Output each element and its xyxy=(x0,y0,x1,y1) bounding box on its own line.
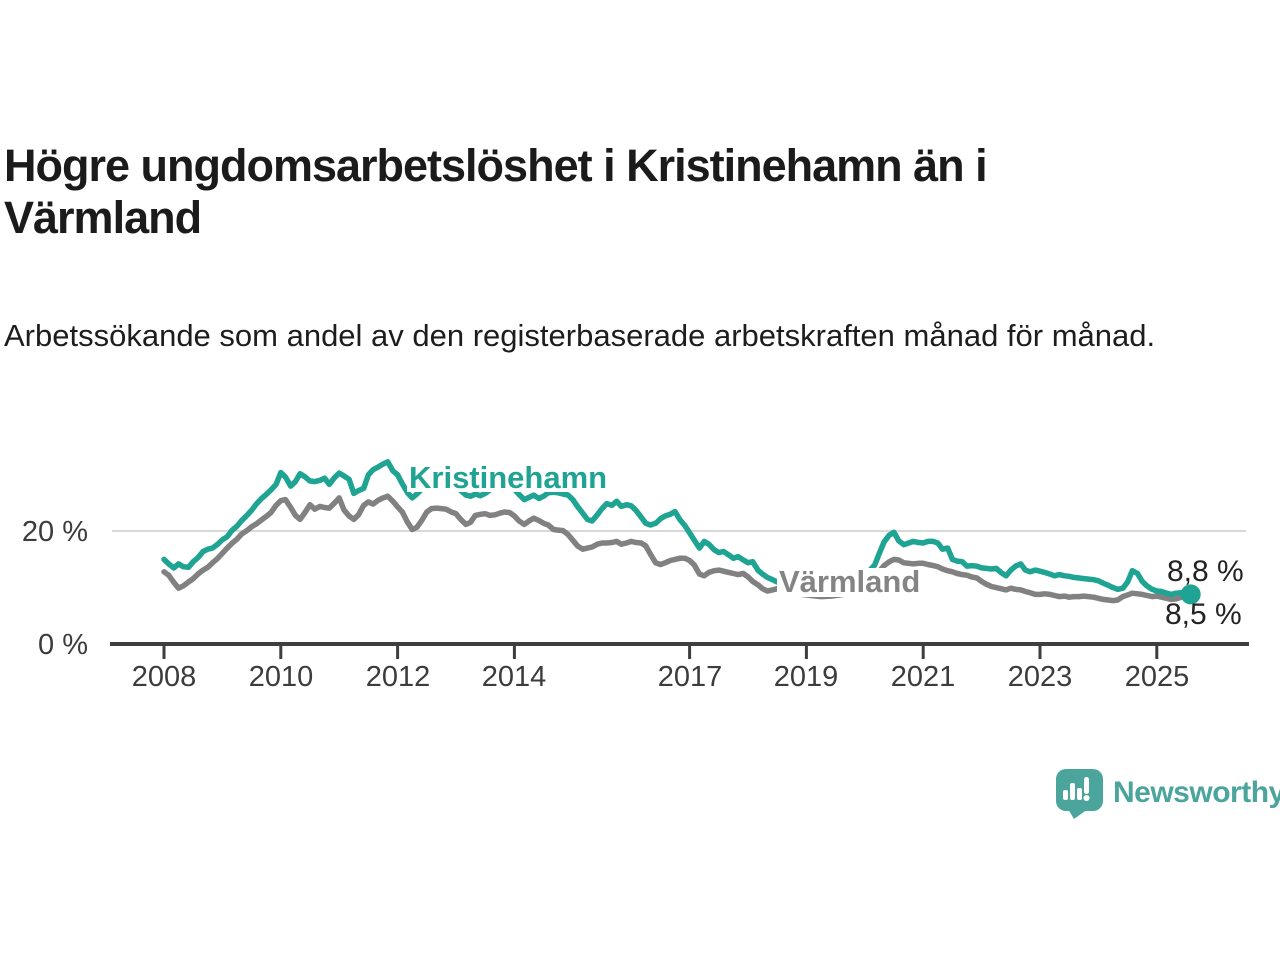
vrmland-line xyxy=(161,493,1194,604)
newsworthy-logo: Newsworthy xyxy=(1054,766,1280,820)
label-halo xyxy=(407,463,613,492)
end-value-label-kristinehamn: 8,8 % xyxy=(1167,555,1244,588)
chart-subtitle: Arbetssökande som andel av den registerb… xyxy=(4,318,1156,353)
x-tick-label: 2008 xyxy=(132,661,197,693)
x-tick-label: 2010 xyxy=(249,661,314,693)
bar-chart-icon xyxy=(1063,777,1090,801)
series-label-varmland: Värmland xyxy=(777,564,923,599)
series-label-kristinehamn: Kristinehamn xyxy=(407,460,613,495)
kristinehamn-end-dot xyxy=(1180,584,1201,605)
x-tick-label: 2025 xyxy=(1125,661,1190,693)
end-value-label-varmland: 8,5 % xyxy=(1165,598,1242,631)
speech-bubble-tail xyxy=(1068,809,1088,819)
x-tick-label: 2021 xyxy=(891,661,956,693)
svg-text:Kristinehamn: Kristinehamn xyxy=(409,460,607,495)
kristinehamn-line xyxy=(161,459,1194,598)
svg-text:Värmland: Värmland xyxy=(779,564,920,599)
label-halo xyxy=(777,568,923,597)
newsworthy-logo-icon xyxy=(1056,769,1103,819)
plot-area xyxy=(161,459,1201,659)
y-tick-label: 0 % xyxy=(38,629,88,661)
x-tick-label: 2019 xyxy=(774,661,839,693)
y-tick-label: 20 % xyxy=(22,516,88,548)
x-tick-label: 2023 xyxy=(1008,661,1073,693)
x-tick-label: 2014 xyxy=(482,661,547,693)
x-tick-label: 2012 xyxy=(366,661,431,693)
newsworthy-logo-text: Newsworthy xyxy=(1113,776,1280,809)
page-title: Högre ungdomsarbetslöshet i Kristinehamn… xyxy=(4,140,988,243)
x-tick-label: 2017 xyxy=(658,661,723,693)
